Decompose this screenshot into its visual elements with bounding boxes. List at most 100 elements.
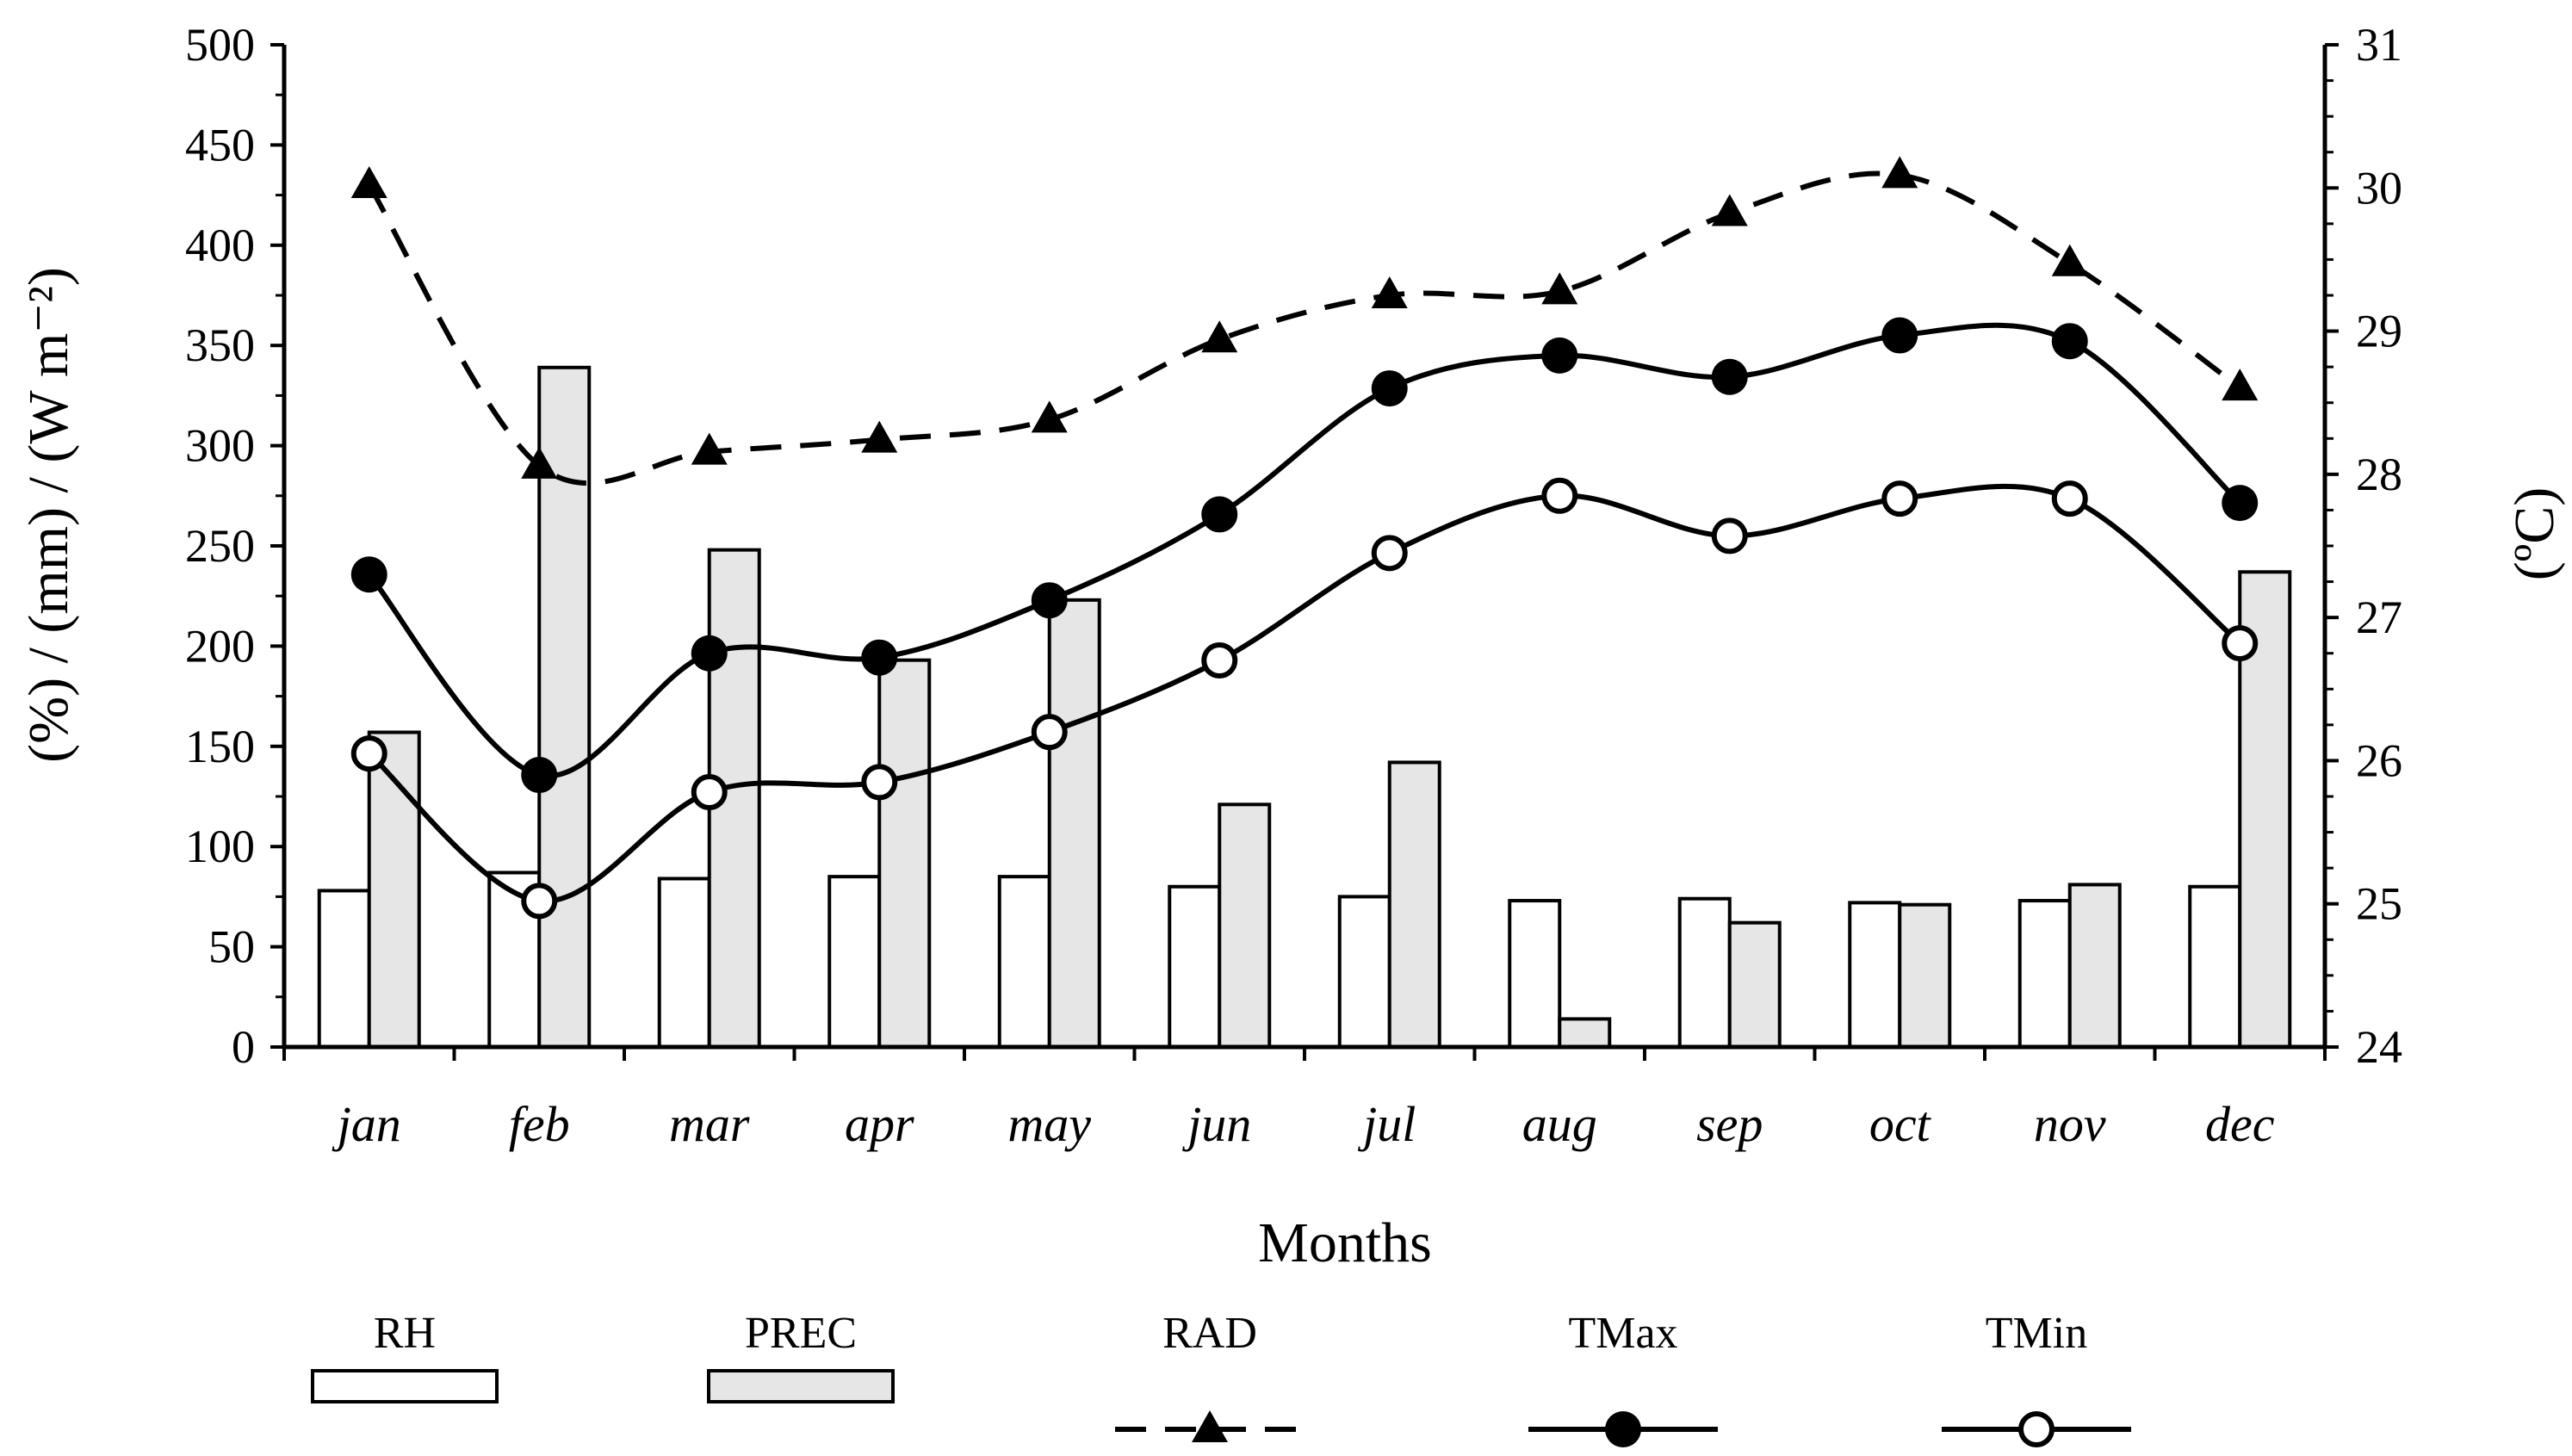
bar-rh-mar: [657, 877, 711, 1049]
bar-rh-dec: [2188, 884, 2242, 1050]
month-label-sep: sep: [1696, 1096, 1763, 1152]
point-rad-may: [1031, 400, 1068, 433]
legend-swatch-prec: [707, 1369, 895, 1403]
month-label-may: may: [1007, 1096, 1091, 1152]
left-tick-label: 50: [208, 921, 255, 973]
legend-marker-tmax: [1605, 1411, 1641, 1447]
axes: 0 50 100 150 200 250 300 350 400 450 500 24 25 26 27 28…: [185, 19, 2402, 1152]
month-label-feb: feb: [509, 1096, 570, 1152]
month-label-jan: jan: [332, 1096, 401, 1152]
month-label-oct: oct: [1869, 1096, 1932, 1152]
left-tick-label: 400: [185, 220, 255, 271]
legend-label-rh: RH: [374, 1309, 436, 1358]
point-tmax-oct: [1881, 317, 1918, 354]
bar-prec-oct: [1898, 902, 1952, 1050]
point-rad-apr: [861, 420, 898, 453]
bar-rh-sep: [1677, 896, 1732, 1050]
point-rad-nov: [2051, 244, 2088, 276]
month-label-mar: mar: [669, 1096, 750, 1152]
month-label-jul: jul: [1357, 1096, 1416, 1152]
legend-label-prec: PREC: [745, 1309, 857, 1358]
point-tmin-aug: [1541, 477, 1578, 514]
bar-rh-may: [997, 875, 1051, 1049]
bar-prec-may: [1047, 598, 1101, 1049]
legend-label-tmin: TMin: [1986, 1309, 2087, 1358]
point-tmax-mar: [691, 635, 728, 672]
point-tmin-sep: [1711, 517, 1748, 555]
bar-rh-jun: [1168, 884, 1222, 1050]
point-tmin-oct: [1881, 480, 1918, 517]
legend-marker-rad: [1192, 1410, 1228, 1442]
point-tmin-dec: [2222, 625, 2259, 662]
month-label-jun: jun: [1181, 1096, 1251, 1152]
bar-prec-aug: [1558, 1017, 1612, 1049]
right-tick-label: 27: [2356, 592, 2402, 643]
point-rad-sep: [1711, 194, 1748, 226]
bar-layer: [317, 365, 2292, 1050]
left-tick-label: 250: [185, 520, 255, 572]
bar-prec-jun: [1218, 802, 1272, 1049]
right-tick-label: 24: [2356, 1021, 2402, 1073]
right-tick-label: 31: [2356, 19, 2402, 71]
right-tick-label: 26: [2356, 734, 2402, 786]
bar-prec-nov: [2067, 883, 2122, 1049]
legend-swatch-rh: [311, 1369, 499, 1403]
point-tmax-jun: [1201, 496, 1238, 533]
legend-marker-tmin: [2018, 1411, 2055, 1447]
left-tick-label: 150: [185, 721, 255, 772]
bar-prec-jul: [1387, 760, 1441, 1049]
point-rad-mar: [691, 432, 728, 465]
point-rad-aug: [1541, 272, 1578, 305]
point-rad-dec: [2222, 369, 2259, 401]
point-rad-oct: [1881, 156, 1918, 189]
left-tick-label: 450: [185, 119, 255, 170]
point-rad-jan: [350, 165, 387, 198]
month-label-apr: apr: [845, 1096, 914, 1152]
point-tmax-jul: [1371, 370, 1408, 407]
line-tmax: [367, 322, 2242, 779]
point-tmin-jul: [1371, 535, 1408, 572]
y-axis-right-title: (ºC): [2503, 487, 2566, 580]
line-layer: [350, 156, 2259, 920]
bar-rh-apr: [827, 875, 882, 1049]
right-tick-label: 25: [2356, 878, 2402, 930]
left-tick-label: 100: [185, 821, 255, 872]
bar-rh-nov: [2017, 899, 2072, 1050]
legend-label-tmax: TMax: [1568, 1309, 1677, 1358]
point-tmax-may: [1031, 582, 1068, 619]
y-axis-left-title: (%) / (mm) / (W m⁻²): [17, 267, 80, 763]
point-tmin-mar: [691, 774, 728, 811]
bar-prec-apr: [877, 658, 932, 1049]
month-label-aug: aug: [1522, 1096, 1597, 1152]
left-tick-label: 350: [185, 319, 255, 371]
right-tick-label: 28: [2356, 449, 2402, 500]
left-tick-label: 300: [185, 420, 255, 472]
point-tmax-nov: [2051, 323, 2088, 360]
point-rad-jul: [1371, 276, 1408, 308]
point-tmax-dec: [2222, 485, 2259, 522]
right-tick-label: 30: [2356, 162, 2402, 214]
bar-rh-jul: [1337, 895, 1391, 1050]
point-tmax-apr: [861, 639, 898, 676]
right-tick-label: 29: [2356, 306, 2402, 357]
point-tmax-feb: [521, 757, 558, 794]
bar-rh-aug: [1508, 899, 1562, 1050]
bar-rh-oct: [1848, 901, 1902, 1050]
month-label-dec: dec: [2205, 1096, 2275, 1152]
point-tmin-jan: [350, 735, 387, 772]
point-tmax-jan: [350, 556, 387, 593]
point-tmin-apr: [861, 764, 898, 801]
bar-rh-jan: [317, 889, 371, 1050]
legend-label-rad: RAD: [1162, 1309, 1257, 1358]
line-tmin: [367, 483, 2242, 904]
left-tick-label: 500: [185, 19, 255, 71]
point-tmin-feb: [521, 883, 558, 920]
line-rad: [367, 170, 2242, 486]
point-tmin-jun: [1201, 642, 1238, 679]
left-tick-label: 0: [232, 1021, 255, 1073]
point-tmin-may: [1031, 714, 1068, 751]
bar-prec-sep: [1727, 920, 1782, 1049]
point-rad-feb: [521, 446, 558, 479]
point-tmax-sep: [1711, 358, 1748, 395]
